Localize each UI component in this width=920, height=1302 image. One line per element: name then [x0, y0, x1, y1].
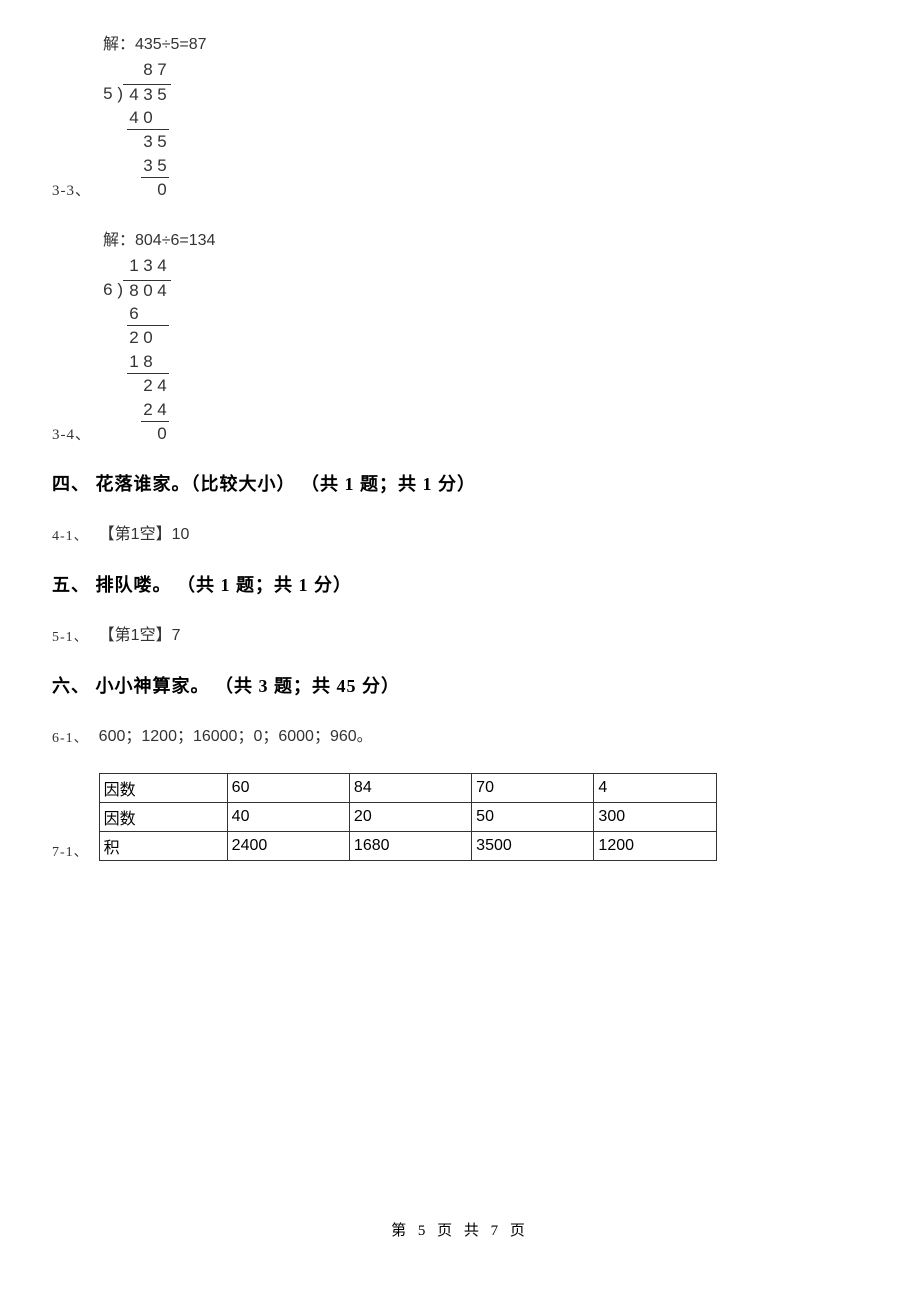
answer-label: 5-1、	[52, 626, 89, 646]
answer-3-4: 3-4、 解：804÷6=134 1346 )8046 20 18 24 24 …	[52, 226, 868, 448]
factor-table: 因数6084704因数402050300积2400168035001200	[99, 773, 717, 861]
section-heading-5: 五、 排队喽。 （共 1 题；共 1 分）	[52, 571, 868, 597]
table-cell: 4	[594, 774, 716, 803]
table-cell: 1680	[349, 832, 471, 861]
division-work: 875 )43540 35 35 0	[103, 60, 207, 204]
table-cell: 70	[472, 774, 594, 803]
answer-label: 3-4、	[52, 423, 91, 448]
table-cell: 3500	[472, 832, 594, 861]
answer-5-1: 5-1、 【第1空】7	[52, 621, 868, 646]
table-row: 积2400168035001200	[99, 832, 716, 861]
page-footer: 第 5 页 共 7 页	[0, 1219, 920, 1240]
table-cell: 40	[227, 803, 349, 832]
table-cell: 300	[594, 803, 716, 832]
document-page: 3-3、 解：435÷5=87 875 )43540 35 35 0 3-4、 …	[0, 0, 920, 1302]
answer-value: 【第1空】10	[99, 520, 190, 545]
answer-3-3: 3-3、 解：435÷5=87 875 )43540 35 35 0	[52, 30, 868, 204]
table-cell: 20	[349, 803, 471, 832]
long-division-3-4: 解：804÷6=134 1346 )8046 20 18 24 24 0	[103, 226, 215, 448]
table-cell: 因数	[99, 774, 227, 803]
answer-7-1: 7-1、 因数6084704因数402050300积24001680350012…	[52, 773, 868, 861]
answer-6-1: 6-1、 600；1200；16000；0；6000；960。	[52, 722, 868, 747]
table-cell: 50	[472, 803, 594, 832]
answer-label: 4-1、	[52, 525, 89, 545]
table-cell: 1200	[594, 832, 716, 861]
long-division-3-3: 解：435÷5=87 875 )43540 35 35 0	[103, 30, 207, 204]
footer-current-page: 5	[418, 1223, 430, 1239]
answer-label: 3-3、	[52, 179, 91, 204]
solution-header: 解：435÷5=87	[103, 30, 207, 54]
answer-label: 6-1、	[52, 727, 89, 747]
table-cell: 60	[227, 774, 349, 803]
table-cell: 2400	[227, 832, 349, 861]
table-cell: 因数	[99, 803, 227, 832]
solution-header: 解：804÷6=134	[103, 226, 215, 250]
answer-value: 【第1空】7	[99, 621, 181, 646]
answer-label: 7-1、	[52, 841, 89, 861]
table-cell: 积	[99, 832, 227, 861]
division-work: 1346 )8046 20 18 24 24 0	[103, 256, 215, 448]
table-cell: 84	[349, 774, 471, 803]
table-row: 因数6084704	[99, 774, 716, 803]
answer-value: 600；1200；16000；0；6000；960。	[99, 722, 373, 747]
footer-total-page: 7	[491, 1223, 503, 1239]
answer-4-1: 4-1、 【第1空】10	[52, 520, 868, 545]
section-heading-4: 四、 花落谁家。（比较大小） （共 1 题；共 1 分）	[52, 470, 868, 496]
table-row: 因数402050300	[99, 803, 716, 832]
footer-suffix: 页	[502, 1223, 529, 1239]
section-heading-6: 六、 小小神算家。 （共 3 题；共 45 分）	[52, 672, 868, 698]
footer-mid: 页 共	[429, 1223, 490, 1239]
footer-prefix: 第	[391, 1223, 418, 1239]
